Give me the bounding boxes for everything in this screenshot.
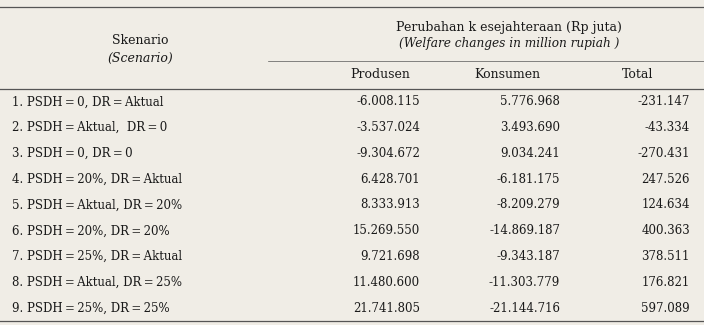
Text: 21.741.805: 21.741.805 xyxy=(353,302,420,315)
Text: 9. PSDH = 25%, DR = 25%: 9. PSDH = 25%, DR = 25% xyxy=(12,302,170,315)
Text: 400.363: 400.363 xyxy=(641,224,690,237)
Text: -8.209.279: -8.209.279 xyxy=(496,199,560,212)
Text: -9.304.672: -9.304.672 xyxy=(356,147,420,160)
Text: Perubahan k esejahteraan (Rp juta): Perubahan k esejahteraan (Rp juta) xyxy=(396,20,622,33)
Text: Konsumen: Konsumen xyxy=(474,69,540,82)
Text: -11.303.779: -11.303.779 xyxy=(489,276,560,289)
Text: -3.537.024: -3.537.024 xyxy=(356,121,420,134)
Text: 9.721.698: 9.721.698 xyxy=(360,250,420,263)
Text: -6.181.175: -6.181.175 xyxy=(496,173,560,186)
Text: 15.269.550: 15.269.550 xyxy=(353,224,420,237)
Text: -270.431: -270.431 xyxy=(638,147,690,160)
Text: 5. PSDH = Aktual, DR = 20%: 5. PSDH = Aktual, DR = 20% xyxy=(12,199,182,212)
Text: 247.526: 247.526 xyxy=(641,173,690,186)
Text: (Welfare changes in million rupiah ): (Welfare changes in million rupiah ) xyxy=(398,36,620,49)
Text: 3.493.690: 3.493.690 xyxy=(500,121,560,134)
Text: 8. PSDH = Aktual, DR = 25%: 8. PSDH = Aktual, DR = 25% xyxy=(12,276,182,289)
Text: 7. PSDH = 25%, DR = Aktual: 7. PSDH = 25%, DR = Aktual xyxy=(12,250,182,263)
Text: 5.776.968: 5.776.968 xyxy=(500,96,560,109)
Text: -9.343.187: -9.343.187 xyxy=(496,250,560,263)
Text: -6.008.115: -6.008.115 xyxy=(356,96,420,109)
Text: -43.334: -43.334 xyxy=(645,121,690,134)
Text: 378.511: 378.511 xyxy=(641,250,690,263)
Text: 4. PSDH = 20%, DR = Aktual: 4. PSDH = 20%, DR = Aktual xyxy=(12,173,182,186)
Text: 8.333.913: 8.333.913 xyxy=(360,199,420,212)
Text: 176.821: 176.821 xyxy=(642,276,690,289)
Text: 3. PSDH = 0, DR = 0: 3. PSDH = 0, DR = 0 xyxy=(12,147,132,160)
Text: Produsen: Produsen xyxy=(350,69,410,82)
Text: 124.634: 124.634 xyxy=(641,199,690,212)
Text: -14.869.187: -14.869.187 xyxy=(489,224,560,237)
Text: Skenario: Skenario xyxy=(112,33,168,46)
Text: 9.034.241: 9.034.241 xyxy=(501,147,560,160)
Text: (Scenario): (Scenario) xyxy=(107,51,173,64)
Text: 6.428.701: 6.428.701 xyxy=(360,173,420,186)
Text: 11.480.600: 11.480.600 xyxy=(353,276,420,289)
Text: -231.147: -231.147 xyxy=(638,96,690,109)
Text: -21.144.716: -21.144.716 xyxy=(489,302,560,315)
Text: 597.089: 597.089 xyxy=(641,302,690,315)
Text: 2. PSDH = Aktual,  DR = 0: 2. PSDH = Aktual, DR = 0 xyxy=(12,121,168,134)
Text: 6. PSDH = 20%, DR = 20%: 6. PSDH = 20%, DR = 20% xyxy=(12,224,170,237)
Text: 1. PSDH = 0, DR = Aktual: 1. PSDH = 0, DR = Aktual xyxy=(12,96,163,109)
Text: Total: Total xyxy=(622,69,654,82)
